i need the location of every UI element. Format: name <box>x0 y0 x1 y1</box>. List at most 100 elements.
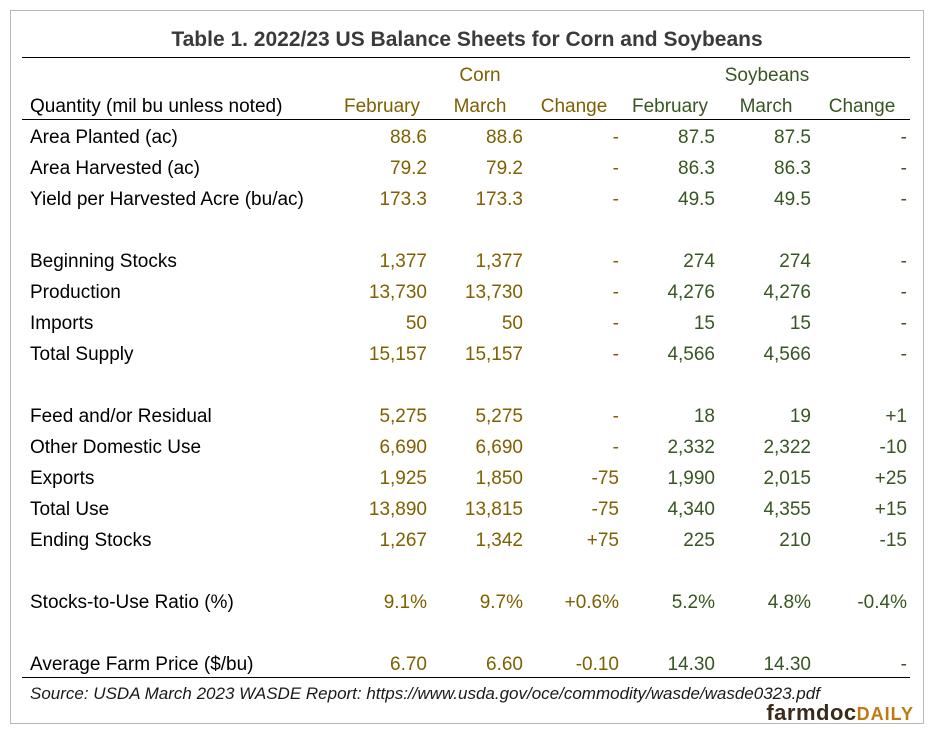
table-cell: 49.5 <box>774 189 811 210</box>
table-cell: 14.30 <box>667 654 715 675</box>
table-cell: 1,342 <box>475 530 523 551</box>
header-rule <box>22 119 910 120</box>
table-cell: - <box>900 251 907 272</box>
table-cell: 86.3 <box>678 158 715 179</box>
table-cell: -75 <box>591 468 619 489</box>
table-cell: - <box>612 437 619 458</box>
table-cell: 173.3 <box>379 189 427 210</box>
row-label: Beginning Stocks <box>30 251 177 272</box>
table-cell: -0.10 <box>575 654 619 675</box>
corn-march-header: March <box>453 96 507 117</box>
table-cell: 88.6 <box>486 127 523 148</box>
table-cell: 6.70 <box>390 654 427 675</box>
table-cell: 5,275 <box>379 406 427 427</box>
table-cell: 86.3 <box>774 158 811 179</box>
table-cell: 6,690 <box>379 437 427 458</box>
table-cell: +75 <box>586 530 619 551</box>
table-cell: 9.7% <box>479 592 523 613</box>
table-cell: - <box>900 313 907 334</box>
table-cell: 14.30 <box>763 654 811 675</box>
table-cell: - <box>900 127 907 148</box>
corn-february-header: February <box>343 96 421 117</box>
table-cell: - <box>900 344 907 365</box>
table-cell: - <box>612 251 619 272</box>
table-cell: -0.4% <box>857 592 907 613</box>
table-cell: - <box>900 282 907 303</box>
table-cell: 19 <box>789 406 811 427</box>
logo-accent: DAILY <box>856 704 914 724</box>
table-cell: 79.2 <box>486 158 523 179</box>
soy-change-header: Change <box>828 96 896 117</box>
soybeans-group-header: Soybeans <box>724 65 810 86</box>
row-label: Exports <box>30 468 95 489</box>
table-cell: 2,015 <box>763 468 811 489</box>
table-cell: 210 <box>779 530 811 551</box>
bottom-rule <box>22 677 910 678</box>
table-cell: 274 <box>683 251 715 272</box>
row-label: Average Farm Price ($/bu) <box>30 654 254 675</box>
table-cell: 49.5 <box>678 189 715 210</box>
table-cell: 4,340 <box>667 499 715 520</box>
table-cell: 15 <box>789 313 811 334</box>
table-cell: 50 <box>405 313 427 334</box>
farmdoc-daily-logo: farmdocDAILY <box>766 700 914 726</box>
soy-february-header: February <box>631 96 709 117</box>
row-label: Ending Stocks <box>30 530 152 551</box>
table-cell: 4,566 <box>667 344 715 365</box>
table-cell: 15,157 <box>368 344 427 365</box>
table-cell: 50 <box>501 313 523 334</box>
row-label: Production <box>30 282 121 303</box>
soy-march-header: March <box>739 96 793 117</box>
table-cell: 1,925 <box>379 468 427 489</box>
table-cell: -75 <box>591 499 619 520</box>
table-cell: 13,890 <box>368 499 427 520</box>
table-cell: 5,275 <box>475 406 523 427</box>
table-cell: 274 <box>779 251 811 272</box>
table-cell: 13,730 <box>464 282 523 303</box>
table-cell: 4,276 <box>763 282 811 303</box>
table-cell: 13,730 <box>368 282 427 303</box>
table-cell: 87.5 <box>774 127 811 148</box>
row-label: Imports <box>30 313 94 334</box>
table-cell: 88.6 <box>390 127 427 148</box>
quantity-header: Quantity (mil bu unless noted) <box>30 96 283 117</box>
row-label: Stocks-to-Use Ratio (%) <box>30 592 234 613</box>
table-cell: 6,690 <box>475 437 523 458</box>
corn-group-header: Corn <box>459 65 501 86</box>
table-cell: - <box>900 189 907 210</box>
table-cell: +0.6% <box>564 592 619 613</box>
table-title: Table 1. 2022/23 US Balance Sheets for C… <box>171 28 763 51</box>
table-cell: - <box>612 189 619 210</box>
table-cell: 1,377 <box>379 251 427 272</box>
table-cell: +15 <box>874 499 907 520</box>
row-label: Area Harvested (ac) <box>30 158 201 179</box>
table-cell: - <box>900 654 907 675</box>
table-cell: -15 <box>879 530 907 551</box>
table-cell: 13,815 <box>464 499 523 520</box>
table-cell: - <box>612 158 619 179</box>
table-cell: 18 <box>693 406 715 427</box>
table-cell: - <box>612 344 619 365</box>
table-cell: 5.2% <box>671 592 715 613</box>
corn-change-header: Change <box>540 96 608 117</box>
row-label: Total Use <box>30 499 110 520</box>
row-label: Other Domestic Use <box>30 437 202 458</box>
table-cell: 1,267 <box>379 530 427 551</box>
table-cell: -10 <box>879 437 907 458</box>
row-label: Area Planted (ac) <box>30 127 178 148</box>
table-cell: 15,157 <box>464 344 523 365</box>
table-cell: - <box>612 127 619 148</box>
table-cell: - <box>612 313 619 334</box>
row-label: Yield per Harvested Acre (bu/ac) <box>30 189 304 210</box>
table-frame <box>10 10 924 724</box>
table-cell: 2,322 <box>763 437 811 458</box>
table-cell: +25 <box>874 468 907 489</box>
table-cell: - <box>900 158 907 179</box>
source-note: Source: USDA March 2023 WASDE Report: ht… <box>30 684 820 703</box>
table-cell: 4.8% <box>767 592 811 613</box>
logo-main: farmdoc <box>766 700 857 725</box>
table-cell: 4,276 <box>667 282 715 303</box>
table-cell: 79.2 <box>390 158 427 179</box>
table-cell: 1,990 <box>667 468 715 489</box>
table-cell: 173.3 <box>475 189 523 210</box>
